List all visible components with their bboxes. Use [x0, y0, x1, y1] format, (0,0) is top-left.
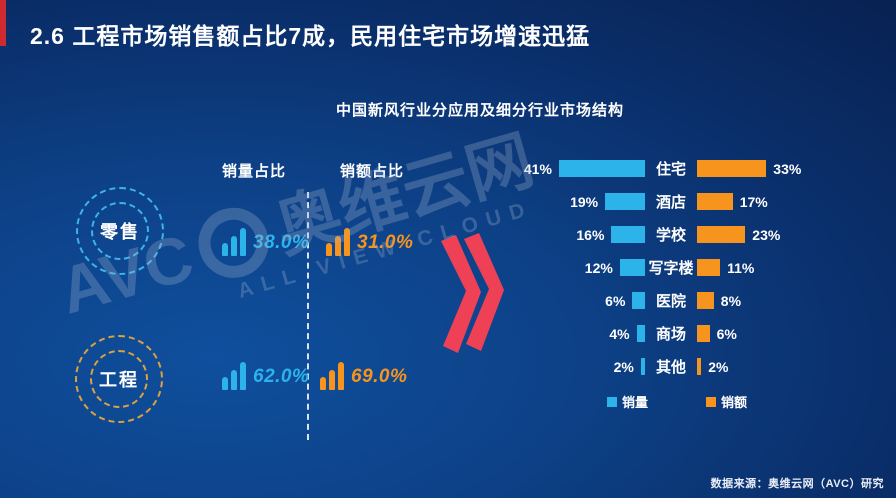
volume-value-label: 2%	[613, 358, 634, 375]
category-label: 写字楼	[648, 260, 694, 277]
retail-volume-value: 38.0%	[253, 232, 310, 253]
butterfly-row: 41% 住宅 33%	[495, 152, 875, 185]
amount-value-label: 2%	[708, 358, 729, 375]
volume-value-label: 4%	[609, 325, 630, 342]
butterfly-row: 6% 医院 8%	[495, 284, 875, 317]
dashed-divider	[307, 192, 309, 440]
retail-amount-value: 31.0%	[357, 232, 414, 253]
volume-value-label: 41%	[523, 160, 552, 177]
legend-item-amount: 销额	[706, 392, 747, 411]
category-label: 住宅	[655, 161, 686, 178]
engineering-volume-stat: 62.0%	[222, 360, 309, 390]
engineering-amount-stat: 69.0%	[320, 360, 407, 390]
volume-value-label: 16%	[576, 226, 605, 243]
category-label: 其他	[655, 359, 686, 376]
chart-title: 中国新风行业分应用及细分行业市场结构	[335, 102, 624, 119]
bar-chart-icon	[222, 226, 246, 256]
butterfly-row: 19% 酒店 17%	[495, 185, 875, 218]
title-accent-bar	[0, 0, 6, 46]
segment-label-retail: 零售	[100, 222, 140, 242]
volume-bar	[619, 259, 645, 276]
segment-circle-retail-inner-ring	[91, 202, 149, 260]
amount-bar	[697, 226, 746, 243]
segment-label-engineering: 工程	[99, 370, 139, 390]
amount-value-label: 6%	[716, 325, 737, 342]
segment-circle-retail: 零售	[76, 187, 164, 275]
bar-chart-icon	[326, 226, 350, 256]
volume-bar	[558, 160, 645, 177]
column-header-volume: 销量占比	[222, 163, 287, 180]
legend-label-volume: 销量	[622, 395, 649, 410]
chart-legend: 销量 销额	[495, 392, 875, 411]
retail-volume-stat: 38.0%	[222, 226, 309, 256]
column-header-amount: 销额占比	[340, 163, 405, 180]
volume-bar	[636, 325, 645, 342]
category-label: 医院	[655, 293, 686, 310]
bar-chart-icon	[222, 360, 246, 390]
butterfly-row: 4% 商场 6%	[495, 317, 875, 350]
volume-legend-swatch-icon	[607, 396, 617, 407]
amount-bar	[697, 259, 721, 276]
amount-bar	[697, 358, 702, 375]
amount-bar	[697, 325, 710, 342]
amount-legend-swatch-icon	[706, 396, 717, 407]
volume-value-label: 19%	[570, 193, 599, 210]
volume-value-label: 12%	[584, 259, 613, 276]
butterfly-row: 2% 其他 2%	[495, 350, 875, 383]
category-label: 商场	[655, 326, 686, 343]
volume-bar	[611, 226, 645, 243]
amount-value-label: 17%	[739, 193, 768, 210]
volume-bar	[605, 193, 645, 210]
double-chevron-right-icon	[441, 233, 504, 353]
page-title: 2.6 工程市场销售额占比7成，民用住宅市场增速迅猛	[30, 23, 591, 49]
segment-circle-engineering-inner-ring	[90, 350, 148, 408]
volume-value-label: 6%	[605, 292, 626, 309]
legend-label-amount: 销额	[721, 395, 748, 410]
retail-amount-stat: 31.0%	[326, 226, 413, 256]
amount-value-label: 8%	[720, 292, 742, 309]
amount-bar	[697, 160, 767, 177]
amount-value-label: 11%	[727, 259, 755, 276]
engineering-volume-value: 62.0%	[253, 366, 310, 387]
amount-bar	[697, 193, 733, 210]
amount-value-label: 33%	[773, 160, 802, 177]
bar-chart-icon	[320, 360, 344, 390]
amount-bar	[697, 292, 714, 309]
segment-circle-engineering: 工程	[75, 335, 163, 423]
category-label: 酒店	[655, 194, 686, 211]
engineering-amount-value: 69.0%	[351, 366, 408, 387]
butterfly-row: 12% 写字楼 11%	[495, 251, 875, 284]
butterfly-row: 16% 学校 23%	[495, 218, 875, 251]
amount-value-label: 23%	[752, 226, 781, 243]
butterfly-chart: 41% 住宅 33% 19% 酒店 17% 16% 学校 23% 12% 写字楼 11% 6% 医院 8% 4…	[495, 152, 875, 411]
volume-bar	[640, 358, 645, 375]
legend-item-volume: 销量	[607, 392, 648, 411]
butterfly-rows: 41% 住宅 33% 19% 酒店 17% 16% 学校 23% 12% 写字楼 11% 6% 医院 8% 4…	[495, 152, 875, 383]
volume-bar	[632, 292, 645, 309]
data-source-note: 数据来源：奥维云网（AVC）研究	[710, 478, 884, 490]
category-label: 学校	[655, 227, 686, 244]
